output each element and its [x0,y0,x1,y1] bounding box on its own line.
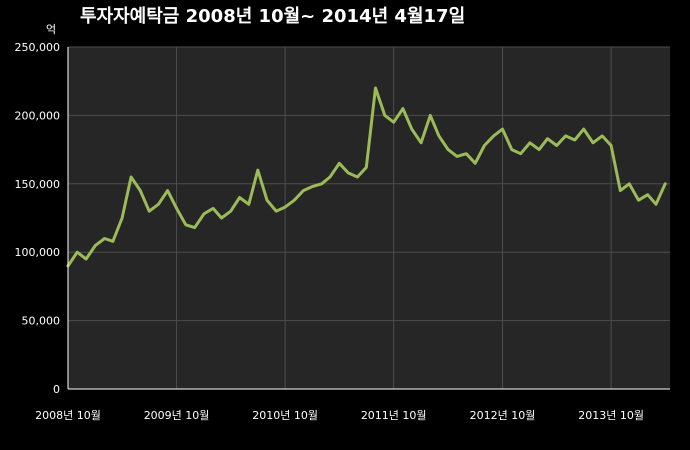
y-tick-label: 250,000 [15,41,61,54]
x-tick-label: 2009년 10월 [144,409,210,422]
x-tick-label: 2010년 10월 [252,409,318,422]
x-tick-label: 2012년 10월 [470,409,536,422]
chart-title: 투자자예탁금 2008년 10월~ 2014년 4월17일 [80,6,465,27]
x-tick-label: 2013년 10월 [578,409,644,422]
series-line-deposits [66,86,667,268]
y-tick-label: 50,000 [22,315,61,328]
x-tick-label: 2011년 10월 [361,409,427,422]
y-tick-label: 0 [53,383,60,396]
x-gridlines [176,47,612,389]
y-tick-label: 150,000 [15,178,61,191]
y-tick-label: 200,000 [15,109,61,122]
y-tick-label: 100,000 [15,246,61,259]
y-axis-unit: 억 [46,23,56,36]
y-axis-tick-labels: 0 50,000 100,000 150,000 200,000 250,000 [15,41,61,396]
x-tick-label: 2008년 10월 [35,409,101,422]
plot-area [68,47,670,389]
y-gridlines [68,46,670,322]
x-axis-tick-labels: 2008년 10월 2009년 10월 2010년 10월 2011년 10월 2012… [35,409,644,422]
